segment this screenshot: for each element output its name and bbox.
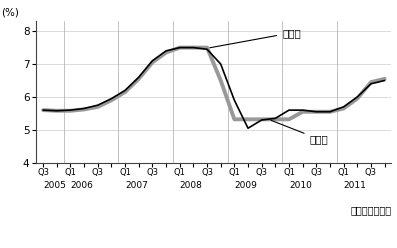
Text: 実績値: 実績値 <box>210 28 301 48</box>
Text: 2011: 2011 <box>344 181 366 190</box>
Text: 2010: 2010 <box>289 181 312 190</box>
Text: 2008: 2008 <box>180 181 202 190</box>
Text: （年、四半期）: （年、四半期） <box>350 205 391 215</box>
Text: 2007: 2007 <box>125 181 148 190</box>
Text: 2005: 2005 <box>43 181 66 190</box>
Text: (%): (%) <box>1 7 19 17</box>
Text: 推計値: 推計値 <box>271 120 328 144</box>
Text: 2006: 2006 <box>71 181 93 190</box>
Text: 2009: 2009 <box>234 181 257 190</box>
